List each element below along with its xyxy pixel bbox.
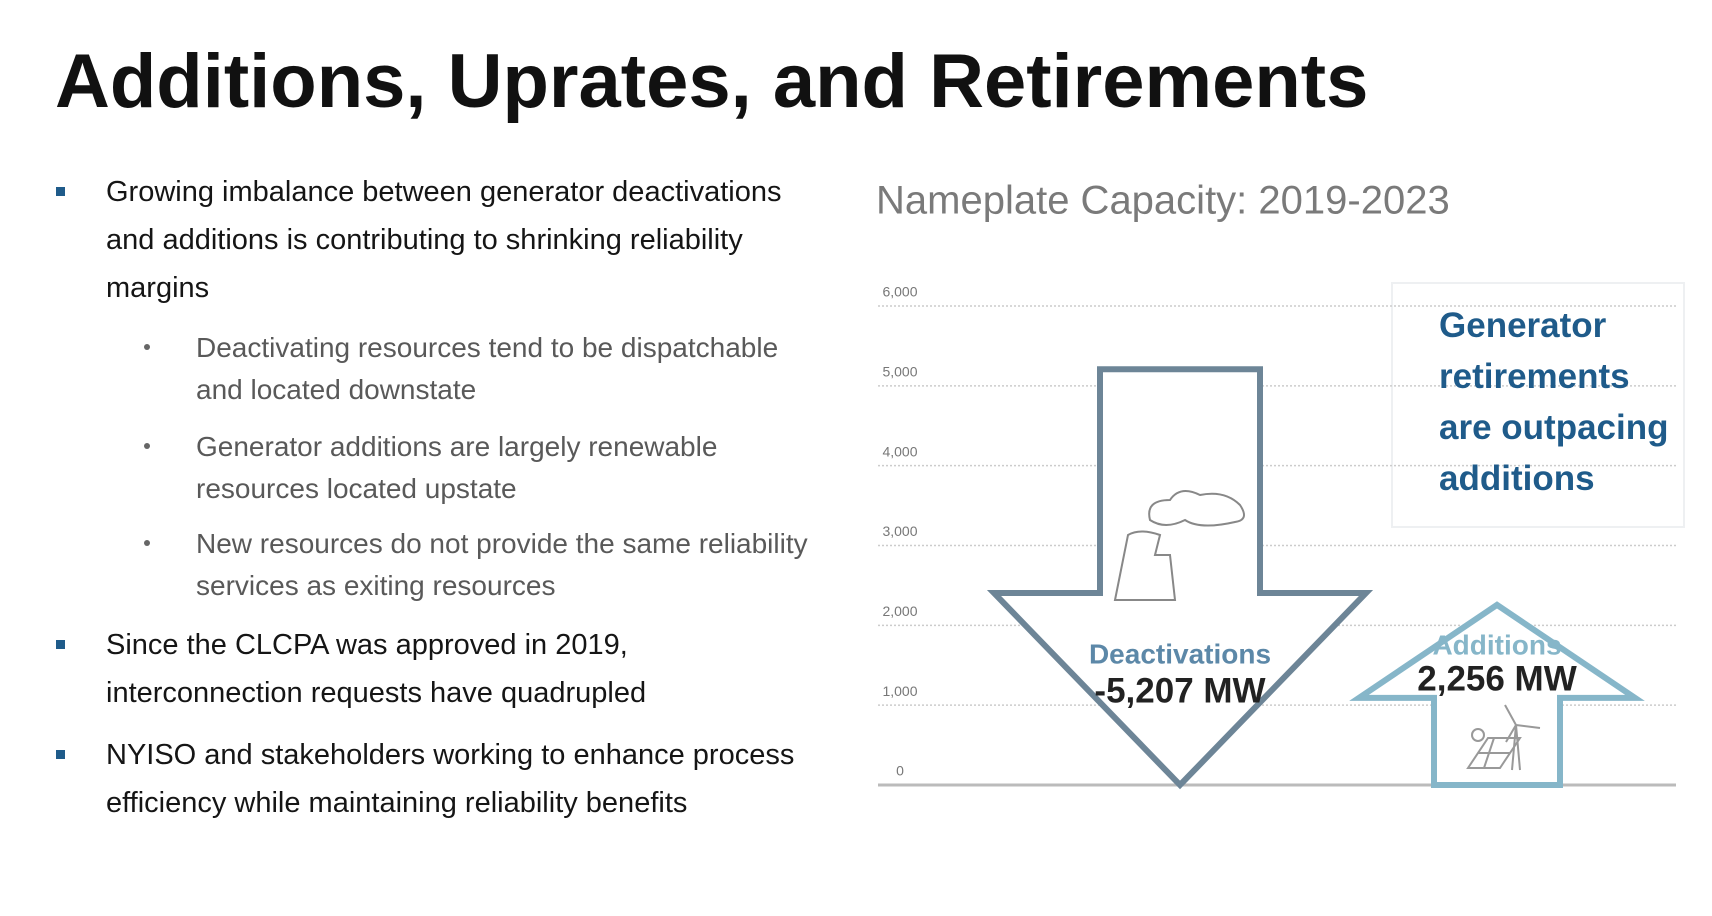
value-label: -5,207 MW <box>1094 671 1265 710</box>
category-label: Deactivations <box>1089 638 1271 669</box>
slide-title: Additions, Uprates, and Retirements <box>55 39 1369 124</box>
renewables-icon <box>1466 704 1541 771</box>
sub-bullet: New resources do not provide the same re… <box>144 523 826 607</box>
y-tick-label: 3,000 <box>882 523 917 539</box>
sub-bullet: Deactivating resources tend to be dispat… <box>144 327 826 411</box>
y-tick-label: 1,000 <box>882 683 917 699</box>
chart-title: Nameplate Capacity: 2019-2023 <box>876 179 1450 223</box>
arrow <box>986 366 1374 790</box>
y-tick-label: 6,000 <box>882 284 917 300</box>
arrow <box>1349 601 1645 788</box>
value-label: 2,256 MW <box>1417 659 1577 698</box>
category-label: Additions <box>1432 629 1561 660</box>
bullet: Growing imbalance between generator deac… <box>56 168 796 312</box>
annotation: Generator retirements are outpacing addi… <box>1439 306 1669 498</box>
y-tick-label: 4,000 <box>882 443 917 459</box>
bullet: Since the CLCPA was approved in 2019, in… <box>56 621 796 717</box>
y-tick-label: 2,000 <box>882 603 917 619</box>
sub-bullet: Generator additions are largely renewabl… <box>144 426 826 510</box>
y-tick-label: 0 <box>896 763 904 779</box>
power-plant-icon <box>1113 490 1245 601</box>
y-tick-label: 5,000 <box>882 364 917 380</box>
bullet: NYISO and stakeholders working to enhanc… <box>56 731 796 827</box>
annotation-box <box>1391 282 1685 528</box>
